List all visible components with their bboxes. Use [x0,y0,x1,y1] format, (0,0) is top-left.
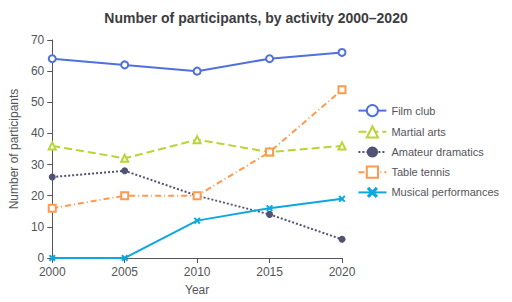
svg-text:Number of participants, by act: Number of participants, by activity 2000… [104,10,408,26]
svg-text:Number of participants: Number of participants [7,89,21,210]
svg-text:2000: 2000 [39,265,66,279]
svg-text:2020: 2020 [329,265,356,279]
svg-text:Year: Year [185,283,209,297]
svg-text:Film club: Film club [391,105,435,117]
svg-text:60: 60 [31,64,45,78]
svg-text:Amateur dramatics: Amateur dramatics [391,146,484,158]
svg-text:Martial arts: Martial arts [391,126,446,138]
svg-text:Table tennis: Table tennis [391,166,450,178]
svg-text:20: 20 [31,189,45,203]
svg-text:40: 40 [31,126,45,140]
svg-text:2015: 2015 [256,265,283,279]
svg-text:0: 0 [38,251,45,265]
svg-text:30: 30 [31,158,45,172]
svg-text:70: 70 [31,33,45,47]
svg-text:2005: 2005 [111,265,138,279]
svg-text:Musical performances: Musical performances [391,186,499,198]
svg-text:2010: 2010 [184,265,211,279]
svg-text:50: 50 [31,95,45,109]
svg-text:10: 10 [31,220,45,234]
